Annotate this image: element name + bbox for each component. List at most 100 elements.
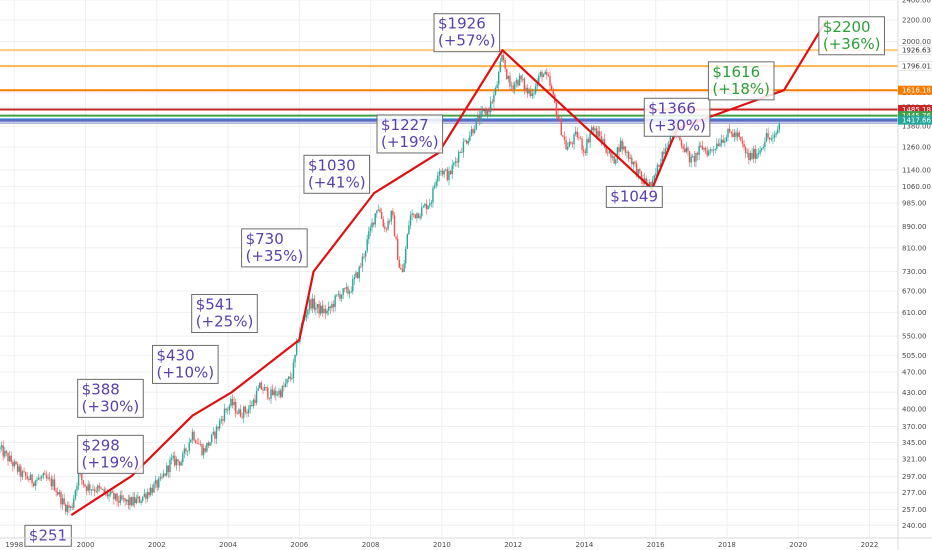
candle-body xyxy=(66,505,69,512)
candle-body xyxy=(324,308,327,314)
annotation-box: $1049 xyxy=(605,185,663,208)
candle-body xyxy=(534,86,537,94)
candle-body xyxy=(621,140,623,150)
candle-body xyxy=(425,203,428,210)
candle-body xyxy=(132,496,134,506)
x-axis[interactable]: 1998 2000 2002 2004 2006 2008 2010 2012 2014 2016… xyxy=(0,537,932,549)
candle-body xyxy=(465,140,468,144)
candle-body xyxy=(541,72,543,78)
candle-body xyxy=(255,390,258,403)
candle-body xyxy=(440,171,442,172)
candle-body xyxy=(605,147,607,153)
candle-body xyxy=(169,459,171,473)
candle-body xyxy=(400,267,402,270)
candle-body xyxy=(579,137,582,139)
candle-body xyxy=(435,181,437,186)
price-level-badge: 1485.18 xyxy=(898,104,932,114)
badge-bg xyxy=(897,61,932,71)
candle-body xyxy=(158,478,160,488)
candle-body xyxy=(475,118,477,130)
candle-body xyxy=(0,445,3,448)
candle-body xyxy=(284,383,287,387)
candle-body xyxy=(631,157,633,165)
candle-body xyxy=(191,431,194,440)
candle-body xyxy=(247,409,250,414)
candle-body xyxy=(748,152,750,161)
price-level-badge: 1616.18 xyxy=(898,85,932,95)
candle-body xyxy=(623,146,625,150)
candle-body xyxy=(129,497,131,506)
x-tick-label: 2020 xyxy=(789,541,807,549)
annotation-box: $430(+10%) xyxy=(152,344,219,384)
candle-body xyxy=(720,139,723,144)
candle-body xyxy=(342,288,344,296)
candle-body xyxy=(235,402,237,414)
candle-body xyxy=(499,61,502,73)
y-tick-label: 890.00 xyxy=(902,223,927,231)
candle-body xyxy=(760,148,763,151)
annotation-box: $298(+19%) xyxy=(77,434,144,474)
candle-body xyxy=(708,151,710,156)
candle-body xyxy=(635,163,638,176)
candle-body xyxy=(228,406,231,410)
y-tick-label: 2200.00 xyxy=(902,16,931,24)
candle-body xyxy=(239,409,242,417)
candle-body xyxy=(666,147,668,149)
candle-body xyxy=(265,387,267,388)
candle-body xyxy=(196,443,198,444)
annotation-text: (+18%) xyxy=(712,80,770,98)
candle-body xyxy=(733,132,736,138)
annotation-text: $1926 xyxy=(438,15,486,33)
candle-body xyxy=(143,493,146,497)
candle-body xyxy=(719,143,721,146)
y-tick-label: 2400.00 xyxy=(902,0,931,5)
candle-body xyxy=(259,382,261,389)
annotation-text: $1030 xyxy=(308,156,356,174)
candle-body xyxy=(69,506,72,508)
candle-body xyxy=(772,137,774,139)
y-tick-label: 550.00 xyxy=(902,333,927,341)
annotation-frame xyxy=(152,344,219,384)
y-axis[interactable]: 240.00 257.00 277.00 297.00 321.00 345.00 370.… xyxy=(897,0,931,550)
candle-body xyxy=(275,390,277,396)
candle-body xyxy=(700,145,702,147)
candle-body xyxy=(0,447,1,450)
candle-body xyxy=(576,131,578,138)
y-tick-label: 257.00 xyxy=(902,506,927,514)
candle-body xyxy=(464,140,466,142)
candle-body xyxy=(4,450,6,457)
candle-body xyxy=(757,153,760,155)
candle-body xyxy=(291,378,293,380)
annotation-box: $1227(+19%) xyxy=(376,114,444,154)
candle-body xyxy=(194,440,197,444)
candle-body xyxy=(32,483,35,486)
candle-body xyxy=(751,152,753,159)
badge-label: 1926.63 xyxy=(902,47,931,55)
annotations: $251$298(+19%)$388(+30%)$430(+10%)$541(+… xyxy=(24,13,885,547)
candle-body xyxy=(73,498,75,508)
annotation-frame xyxy=(303,154,371,194)
candle-body xyxy=(557,115,559,119)
candle-body xyxy=(13,461,16,467)
candle-body xyxy=(446,169,449,180)
candle-body xyxy=(251,405,253,407)
candle-body xyxy=(586,139,588,153)
candle-body xyxy=(318,304,320,314)
candle-body xyxy=(244,406,247,412)
candle-body xyxy=(90,489,93,491)
candle-body xyxy=(28,478,30,481)
candle-body xyxy=(167,465,170,473)
candle-body xyxy=(37,477,40,480)
candle-body xyxy=(311,298,314,309)
candle-body xyxy=(281,386,283,397)
candle-body xyxy=(395,236,397,239)
y-tick-label: 670.00 xyxy=(902,288,927,296)
candle-body xyxy=(340,295,343,299)
candle-body xyxy=(778,123,781,130)
candle-body xyxy=(695,152,697,162)
candle-body xyxy=(209,442,211,446)
candle-body xyxy=(222,419,224,421)
candle-body xyxy=(592,127,595,131)
candle-body xyxy=(202,448,205,456)
candle-body xyxy=(615,159,617,164)
